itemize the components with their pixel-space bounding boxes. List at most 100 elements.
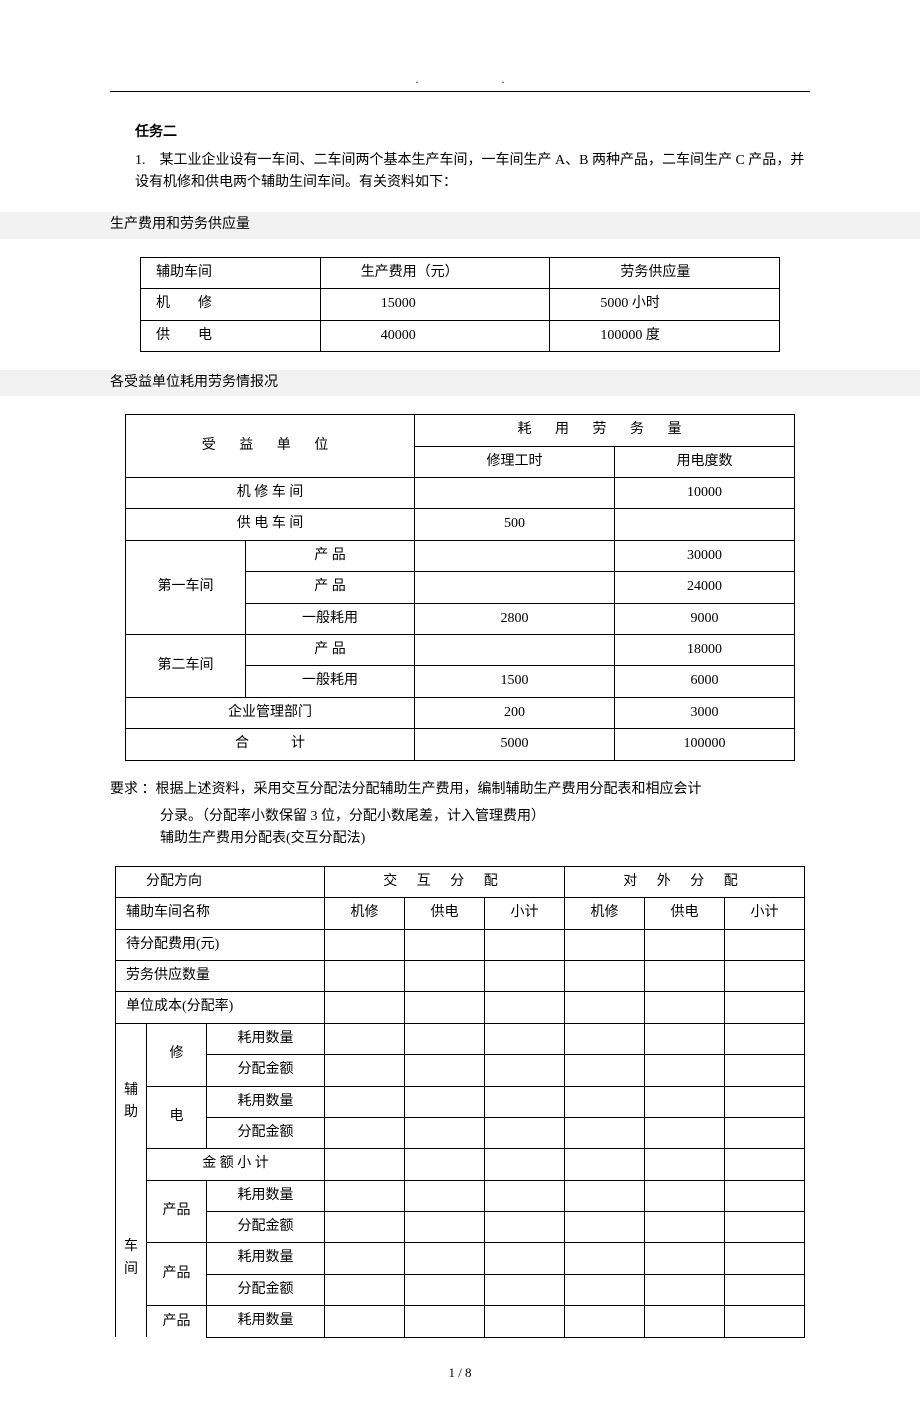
cell-empty (725, 1023, 805, 1054)
cell-empty (725, 960, 805, 991)
th-mutual: 交 互 分 配 (325, 866, 565, 897)
cell-mgmt: 企业管理部门 (126, 697, 415, 728)
cell-workshop: 机 修 (141, 289, 321, 320)
table-row: 金 额 小 计 (116, 1149, 805, 1180)
cell-value (415, 572, 615, 603)
cell-empty (485, 1149, 565, 1180)
table-row: 分配方向 交 互 分 配 对 外 分 配 (116, 866, 805, 897)
cell-product: 产 品 (246, 635, 415, 666)
cell-empty (645, 1023, 725, 1054)
lbl-use-qty: 耗用数量 (207, 1180, 325, 1211)
cell-empty (725, 1243, 805, 1274)
cell-value: 10000 (615, 478, 795, 509)
cell-workshop-2: 第二车间 (126, 635, 246, 698)
cell-empty (325, 1117, 405, 1148)
cell-empty (325, 1023, 405, 1054)
cell-empty (725, 1055, 805, 1086)
th-direction: 分配方向 (116, 866, 325, 897)
lbl-use-qty: 耗用数量 (207, 1243, 325, 1274)
lbl-product: 产品 (147, 1306, 207, 1337)
cell-value: 500 (415, 509, 615, 540)
cell-empty (325, 1149, 405, 1180)
cell-value: 2800 (415, 603, 615, 634)
cell-empty (645, 1180, 725, 1211)
table-row: 受 益 单 位 耗 用 劳 务 量 (126, 415, 795, 446)
lbl-use-qty: 耗用数量 (207, 1306, 325, 1337)
table-production-cost: 辅助车间 生产费用（元） 劳务供应量 机 修 15000 5000 小时 供 电… (140, 257, 780, 352)
cell-empty (565, 1212, 645, 1243)
cell-empty (485, 960, 565, 991)
th-repair-hours: 修理工时 (415, 446, 615, 477)
cell-empty (645, 929, 725, 960)
cell-empty (565, 1023, 645, 1054)
lbl-product: 产品 (147, 1243, 207, 1306)
cell-empty (645, 1243, 725, 1274)
table-row: 分配金额 (116, 1117, 805, 1148)
cell-empty (565, 1243, 645, 1274)
cell-empty (485, 1212, 565, 1243)
cell-empty (325, 992, 405, 1023)
cell-empty (405, 1117, 485, 1148)
cell-value: 24000 (615, 572, 795, 603)
th-labor-supply: 劳务供应数量 (116, 960, 325, 991)
th-repair: 机修 (565, 898, 645, 929)
table-row: 机 修 15000 5000 小时 (141, 289, 780, 320)
table-row: 合 计 5000 100000 (126, 729, 795, 760)
lbl-alloc-amt: 分配金额 (207, 1117, 325, 1148)
cell-value (615, 509, 795, 540)
cell-empty (325, 1212, 405, 1243)
side-aux: 辅助 (116, 1023, 147, 1180)
cell-empty (725, 1212, 805, 1243)
table-row: 产品 耗用数量 (116, 1306, 805, 1337)
lbl-use-qty: 耗用数量 (207, 1023, 325, 1054)
cell-empty (725, 1180, 805, 1211)
cell-empty (565, 1180, 645, 1211)
cell-product: 产 品 (246, 540, 415, 571)
cell-empty (405, 1149, 485, 1180)
cell-value (415, 540, 615, 571)
th-cost: 生产费用（元） (320, 257, 550, 288)
cell-empty (405, 1023, 485, 1054)
lbl-alloc-amt: 分配金额 (207, 1212, 325, 1243)
table-labor-consumption: 受 益 单 位 耗 用 劳 务 量 修理工时 用电度数 机 修 车 间 1000… (125, 414, 795, 760)
cell-empty (565, 960, 645, 991)
cell-empty (405, 1212, 485, 1243)
cell-empty (325, 1180, 405, 1211)
th-supply: 劳务供应量 (550, 257, 780, 288)
th-subtotal: 小计 (485, 898, 565, 929)
cell-empty (325, 929, 405, 960)
table-row: 分配金额 (116, 1212, 805, 1243)
cell-repair-shop: 机 修 车 间 (126, 478, 415, 509)
cell-supply: 100000 度 (550, 320, 780, 351)
cell-empty (485, 1306, 565, 1337)
table-row: 辅助 修 耗用数量 (116, 1023, 805, 1054)
requirement-line3: 辅助生产费用分配表(交互分配法) (110, 828, 810, 850)
th-workshop-name: 辅助车间名称 (116, 898, 325, 929)
table-row: 产品 耗用数量 (116, 1243, 805, 1274)
cell-empty (325, 1274, 405, 1305)
th-power: 供电 (405, 898, 485, 929)
cell-empty (485, 1023, 565, 1054)
th-labor: 耗 用 劳 务 量 (415, 415, 795, 446)
lbl-alloc-amt: 分配金额 (207, 1274, 325, 1305)
cell-value: 3000 (615, 697, 795, 728)
cell-value: 18000 (615, 635, 795, 666)
cell-empty (725, 1149, 805, 1180)
cell-empty (325, 1055, 405, 1086)
cell-workshop: 供 电 (141, 320, 321, 351)
table-row: 机 修 车 间 10000 (126, 478, 795, 509)
cell-empty (565, 992, 645, 1023)
cell-empty (325, 1086, 405, 1117)
section-label-1: 生产费用和劳务供应量 (0, 212, 920, 238)
cell-empty (645, 992, 725, 1023)
cell-empty (405, 992, 485, 1023)
cell-empty (565, 1055, 645, 1086)
intro-paragraph: 1. 某工业企业设有一车间、二车间两个基本生产车间，一车间生产 A、B 两种产品… (110, 150, 810, 195)
cell-empty (645, 1117, 725, 1148)
cell-empty (645, 1055, 725, 1086)
table-row: 第一车间 产 品 30000 (126, 540, 795, 571)
table-row: 第二车间 产 品 18000 (126, 635, 795, 666)
table-allocation: 分配方向 交 互 分 配 对 外 分 配 辅助车间名称 机修 供电 小计 机修 … (115, 866, 805, 1338)
cell-empty (325, 1243, 405, 1274)
th-amount-subtotal: 金 额 小 计 (147, 1149, 325, 1180)
